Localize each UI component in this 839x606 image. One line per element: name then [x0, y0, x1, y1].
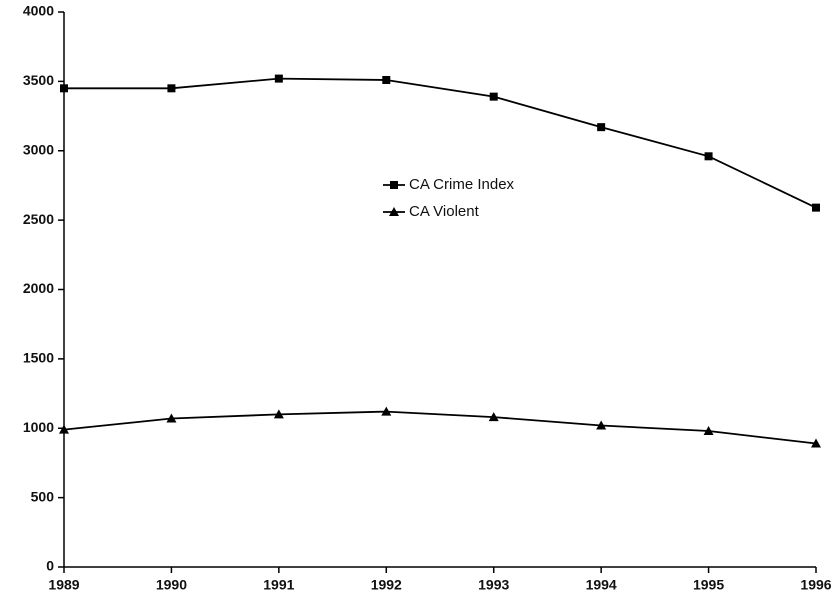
y-tick-label: 2000 [23, 280, 54, 296]
x-tick-label: 1996 [800, 577, 831, 593]
marker [596, 420, 607, 430]
x-tick-label: 1995 [693, 577, 724, 593]
legend-text: CA Crime Index [409, 176, 515, 193]
x-tick-label: 1991 [263, 577, 294, 593]
marker [489, 92, 498, 101]
x-tick-label: 1989 [48, 577, 79, 593]
y-tick-label: 1500 [23, 350, 54, 366]
legend-text: CA Violent [409, 203, 480, 220]
marker [59, 424, 69, 434]
y-tick-label: 3500 [23, 72, 54, 88]
y-tick-label: 500 [31, 488, 55, 504]
marker [382, 75, 391, 84]
marker [488, 412, 499, 422]
y-tick-label: 4000 [23, 3, 54, 19]
marker [812, 203, 820, 212]
x-tick-label: 1994 [586, 577, 617, 593]
legend-marker [389, 207, 399, 216]
x-tick-label: 1993 [478, 577, 509, 593]
marker [597, 123, 606, 132]
series-line [64, 77, 817, 209]
marker [273, 409, 284, 419]
series-line [63, 410, 817, 445]
y-tick-label: 0 [46, 558, 54, 574]
marker [811, 438, 821, 448]
marker [166, 413, 177, 423]
marker [381, 406, 392, 416]
marker [704, 152, 713, 161]
legend-marker [390, 181, 398, 189]
x-tick-label: 1992 [371, 577, 402, 593]
marker [274, 74, 283, 83]
y-tick-label: 2500 [23, 211, 54, 227]
y-tick-label: 3000 [23, 141, 54, 157]
y-tick-label: 1000 [23, 419, 54, 435]
marker [60, 84, 68, 93]
marker [167, 84, 176, 93]
x-tick-label: 1990 [156, 577, 187, 593]
marker [703, 426, 714, 436]
